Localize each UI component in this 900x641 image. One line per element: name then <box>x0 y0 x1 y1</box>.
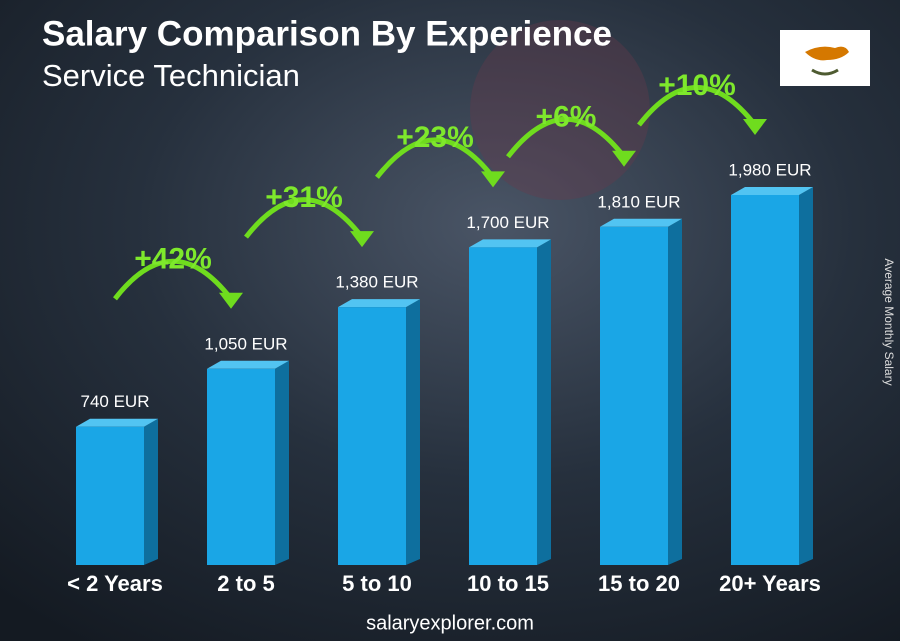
background-glow <box>470 20 650 200</box>
change-arrow <box>637 85 757 127</box>
bar-side <box>799 187 813 565</box>
value-label: 1,380 EUR <box>335 273 418 292</box>
change-arrow <box>113 259 233 301</box>
bar-top <box>76 418 158 427</box>
change-arrowhead <box>612 150 636 167</box>
bar-top <box>338 299 420 308</box>
bar <box>469 247 537 565</box>
bar-top <box>731 187 813 195</box>
bar-side <box>275 360 289 565</box>
bar-side <box>668 218 682 565</box>
y-axis-label: Average Monthly Salary <box>882 258 896 385</box>
change-label: +23% <box>396 121 474 154</box>
x-tick-label: 20+ Years <box>719 571 821 596</box>
value-label: 1,980 EUR <box>728 160 811 179</box>
bar-side <box>406 299 420 565</box>
bar-side <box>144 418 158 565</box>
chart-subtitle: Service Technician <box>42 58 300 93</box>
flag-branches <box>811 68 839 76</box>
change-label: +10% <box>658 69 736 102</box>
change-arrow <box>506 116 626 159</box>
bar-top <box>207 360 289 369</box>
flag-island <box>805 46 849 61</box>
footer: salaryexplorer.com <box>366 612 534 634</box>
value-label: 740 EUR <box>81 392 150 411</box>
bar <box>76 426 144 565</box>
x-tick-label: 15 to 20 <box>598 571 680 596</box>
x-tick-label: 5 to 10 <box>342 571 412 596</box>
bar-top <box>469 239 551 248</box>
value-label: 1,700 EUR <box>466 213 549 232</box>
bar-top <box>600 218 682 227</box>
bar-side <box>537 239 551 565</box>
value-label: 1,810 EUR <box>597 192 680 211</box>
change-arrowhead <box>481 171 505 188</box>
x-tick-label: 10 to 15 <box>467 571 549 596</box>
change-arrowhead <box>743 119 767 135</box>
change-arrowhead <box>350 231 374 248</box>
change-arrow <box>375 137 495 179</box>
x-tick-label: 2 to 5 <box>217 571 274 596</box>
change-label: +6% <box>536 101 597 134</box>
change-label: +42% <box>134 243 212 276</box>
change-label: +31% <box>265 181 343 214</box>
bar <box>338 307 406 565</box>
bar <box>207 368 275 565</box>
change-arrowhead <box>219 292 243 309</box>
chart-title: Salary Comparison By Experience <box>42 14 612 53</box>
bar <box>731 195 799 565</box>
x-tick-label: < 2 Years <box>67 571 163 596</box>
value-label: 1,050 EUR <box>204 334 287 353</box>
change-arrow <box>244 197 364 239</box>
bar <box>600 226 668 565</box>
